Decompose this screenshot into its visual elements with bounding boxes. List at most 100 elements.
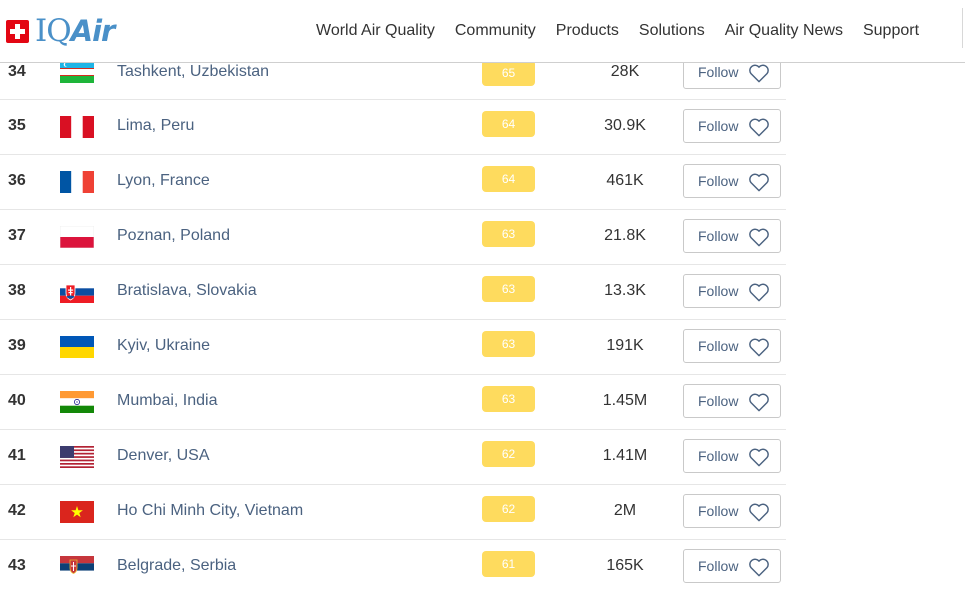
follow-button[interactable]: Follow <box>683 219 781 253</box>
nav-world-air-quality[interactable]: World Air Quality <box>316 22 435 39</box>
follow-label: Follow <box>698 338 739 354</box>
serbia-flag-icon <box>60 556 94 578</box>
city-link[interactable]: Denver, USA <box>117 447 210 464</box>
city-link[interactable]: Lyon, France <box>117 172 210 189</box>
aqi-badge: 61 <box>482 551 535 577</box>
site-header: IQAir World Air Quality Community Produc… <box>0 0 965 63</box>
follow-label: Follow <box>698 393 739 409</box>
follow-label: Follow <box>698 118 739 134</box>
follow-label: Follow <box>698 558 739 574</box>
followers-count: 28K <box>610 63 640 80</box>
follow-label: Follow <box>698 228 739 244</box>
follow-button[interactable]: Follow <box>683 109 781 143</box>
table-row: 42 Ho Chi Minh City, Vietnam 62 2M Follo… <box>0 485 786 540</box>
aqi-badge: 62 <box>482 496 535 522</box>
aqi-badge: 63 <box>482 221 535 247</box>
follow-button[interactable]: Follow <box>683 549 781 583</box>
follow-button[interactable]: Follow <box>683 329 781 363</box>
follow-label: Follow <box>698 283 739 299</box>
heart-icon <box>749 173 769 192</box>
table-row: 37 Poznan, Poland 63 21.8K Follow <box>0 210 786 265</box>
city-link[interactable]: Mumbai, India <box>117 392 218 409</box>
usa-flag-icon <box>60 446 94 468</box>
follow-button[interactable]: Follow <box>683 274 781 308</box>
heart-icon <box>749 448 769 467</box>
aqi-badge: 64 <box>482 166 535 192</box>
swiss-flag-icon <box>6 19 29 43</box>
follow-label: Follow <box>698 64 739 80</box>
rank-number: 41 <box>8 447 26 464</box>
rank-number: 39 <box>8 337 26 354</box>
nav-products[interactable]: Products <box>555 22 619 39</box>
city-link[interactable]: Poznan, Poland <box>117 227 230 244</box>
city-link[interactable]: Belgrade, Serbia <box>117 557 237 574</box>
rank-number: 35 <box>8 117 26 134</box>
aqi-badge: 64 <box>482 111 535 137</box>
rank-number: 42 <box>8 502 26 519</box>
nav-community[interactable]: Community <box>454 22 536 39</box>
city-link[interactable]: Tashkent, Uzbekistan <box>117 63 270 80</box>
heart-icon <box>749 64 769 83</box>
rank-number: 38 <box>8 282 26 299</box>
rank-number: 34 <box>8 63 26 80</box>
brand-suffix: Air <box>70 14 116 48</box>
followers-count: 30.9K <box>604 117 646 134</box>
followers-count: 165K <box>606 557 644 574</box>
city-link[interactable]: Ho Chi Minh City, Vietnam <box>117 502 304 519</box>
aqi-badge: 62 <box>482 441 535 467</box>
table-row: 41 Denver, USA 62 1.41M Follow <box>0 430 786 485</box>
uzbekistan-flag-icon <box>60 61 94 83</box>
followers-count: 1.45M <box>602 392 648 409</box>
ukraine-flag-icon <box>60 336 94 358</box>
header-divider <box>962 8 963 48</box>
follow-label: Follow <box>698 503 739 519</box>
followers-count: 13.3K <box>604 282 646 299</box>
followers-count: 21.8K <box>604 227 646 244</box>
city-link[interactable]: Kyiv, Ukraine <box>117 337 211 354</box>
follow-label: Follow <box>698 448 739 464</box>
iqair-logo[interactable]: IQAir <box>6 13 116 49</box>
peru-flag-icon <box>60 116 94 138</box>
rank-number: 40 <box>8 392 26 409</box>
aqi-badge: 63 <box>482 386 535 412</box>
aqi-badge: 65 <box>482 60 535 86</box>
follow-button[interactable]: Follow <box>683 439 781 473</box>
heart-icon <box>749 338 769 357</box>
table-row: 34 Tashkent, Uzbekistan 65 28K Follow <box>0 45 786 100</box>
followers-count: 461K <box>606 172 644 189</box>
poland-flag-icon <box>60 226 94 248</box>
city-link[interactable]: Lima, Peru <box>117 117 195 134</box>
follow-button[interactable]: Follow <box>683 494 781 528</box>
heart-icon <box>749 228 769 247</box>
followers-count: 2M <box>613 502 637 519</box>
follow-button[interactable]: Follow <box>683 384 781 418</box>
rank-number: 37 <box>8 227 26 244</box>
follow-button[interactable]: Follow <box>683 164 781 198</box>
table-row: 35 Lima, Peru 64 30.9K Follow <box>0 100 786 155</box>
nav-air-quality-news[interactable]: Air Quality News <box>724 22 843 39</box>
table-row: 38 Bratislava, Slovakia 63 13.3K Follow <box>0 265 786 320</box>
rank-number: 36 <box>8 172 26 189</box>
followers-count: 191K <box>606 337 644 354</box>
main-nav: World Air Quality Community Products Sol… <box>316 20 939 42</box>
aqi-badge: 63 <box>482 331 535 357</box>
france-flag-icon <box>60 171 94 193</box>
brand-wordmark: IQAir <box>35 13 116 49</box>
heart-icon <box>749 503 769 522</box>
nav-solutions[interactable]: Solutions <box>638 22 705 39</box>
followers-count: 1.41M <box>602 447 648 464</box>
table-row: 40 Mumbai, India 63 1.45M Follow <box>0 375 786 430</box>
city-link[interactable]: Bratislava, Slovakia <box>117 282 257 299</box>
follow-label: Follow <box>698 173 739 189</box>
nav-support[interactable]: Support <box>862 22 920 39</box>
slovakia-flag-icon <box>60 281 94 303</box>
heart-icon <box>749 393 769 412</box>
vietnam-flag-icon <box>60 501 94 523</box>
table-row: 39 Kyiv, Ukraine 63 191K Follow <box>0 320 786 375</box>
india-flag-icon <box>60 391 94 413</box>
aqi-badge: 63 <box>482 276 535 302</box>
heart-icon <box>749 118 769 137</box>
table-row: 36 Lyon, France 64 461K Follow <box>0 155 786 210</box>
brand-prefix: IQ <box>35 13 72 49</box>
table-row: 43 Belgrade, Serbia 61 165K Follow <box>0 540 786 593</box>
